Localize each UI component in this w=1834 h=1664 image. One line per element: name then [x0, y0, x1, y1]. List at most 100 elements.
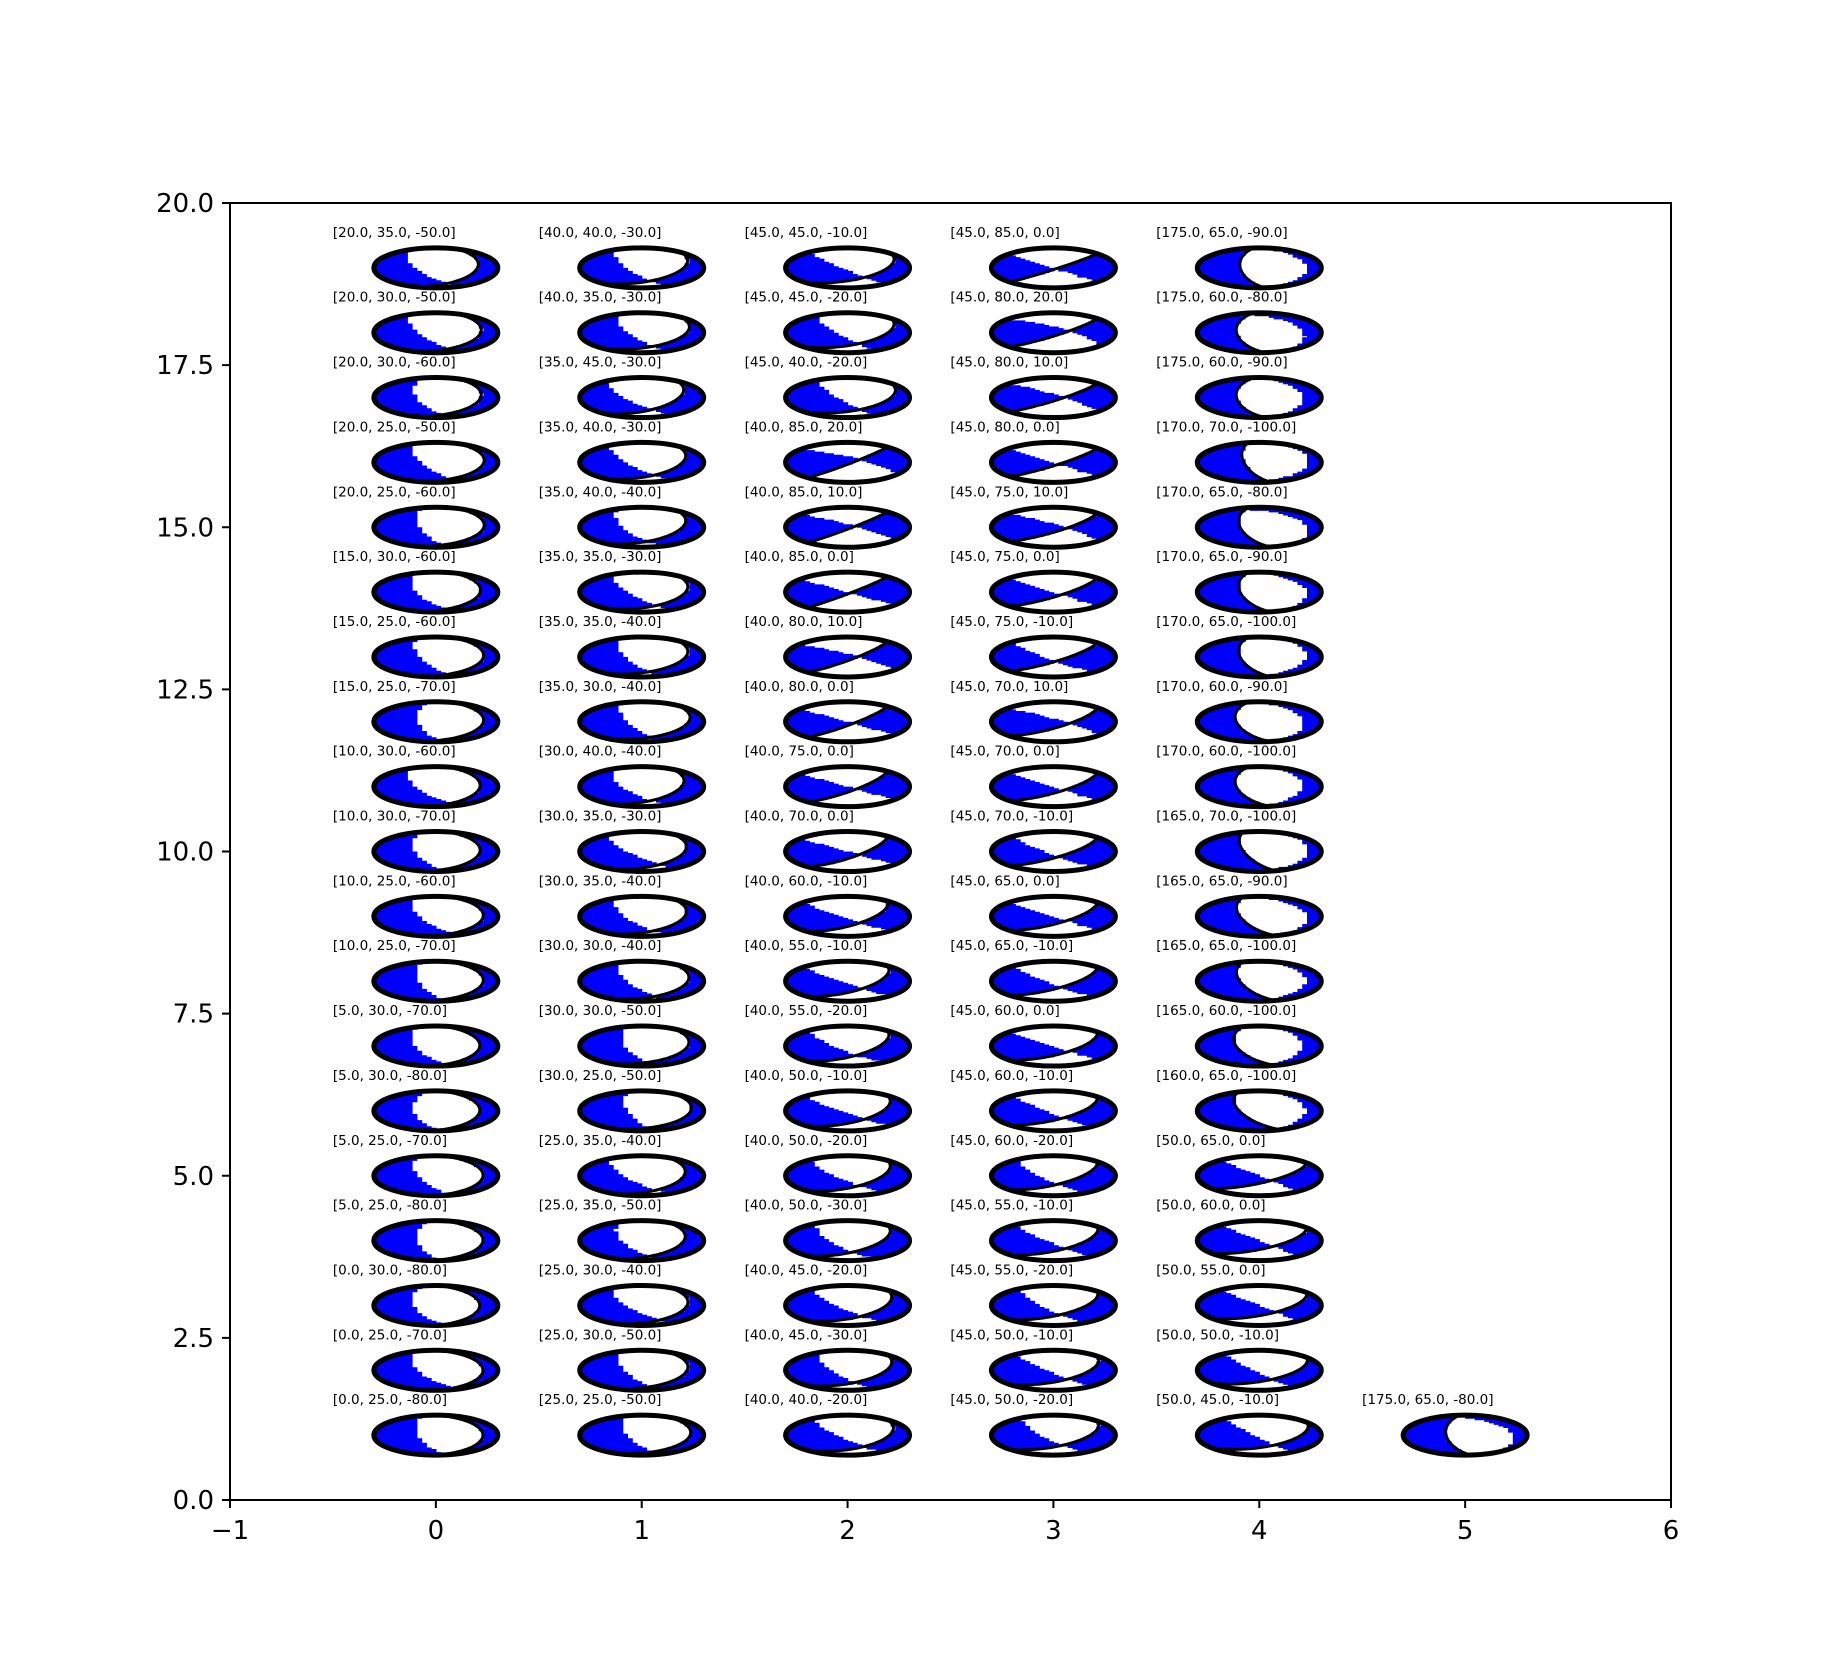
beachball-label: [30.0, 35.0, -30.0] [539, 809, 662, 825]
beachball-nodal-plane [606, 574, 690, 611]
beachball-nodal-plane [807, 1094, 892, 1128]
beachball-nodal-plane [1237, 636, 1271, 677]
beachball-label: [35.0, 35.0, -40.0] [539, 614, 662, 630]
beachball-label: [10.0, 30.0, -70.0] [333, 809, 456, 825]
beachball-compression-area [373, 377, 498, 418]
beachball-outline [783, 245, 913, 291]
beachball-nodal-plane [807, 705, 889, 739]
beachball-outline [988, 1347, 1118, 1393]
beachball-nodal-plane [425, 766, 482, 807]
beachball-compression-area [1197, 636, 1322, 677]
beachball-marker [577, 1282, 707, 1328]
beachball-compression-area [1197, 1026, 1322, 1067]
beachball-nodal-plane [1009, 641, 1099, 673]
beachball-label: [0.0, 25.0, -80.0] [333, 1392, 447, 1408]
beachball-label: [35.0, 35.0, -30.0] [539, 549, 662, 565]
beachball-marker [988, 958, 1118, 1004]
beachball-marker [371, 375, 501, 421]
beachball-outline [1400, 1412, 1530, 1458]
beachball-compression-area [1197, 701, 1322, 742]
beachball-outline [1194, 1218, 1324, 1264]
beachball-outline [577, 569, 707, 615]
beachball-label: [45.0, 75.0, -10.0] [950, 614, 1073, 630]
beachball-outline [577, 1088, 707, 1134]
beachball-nodal-plane [807, 1159, 892, 1193]
beachball-label: [35.0, 30.0, -40.0] [539, 679, 662, 695]
beachball-outline [371, 375, 501, 421]
beachball-nodal-plane [1009, 1290, 1100, 1322]
y-tick-label: 10.0 [156, 838, 214, 868]
beachball-compression-area [579, 769, 704, 805]
beachball-marker [1194, 764, 1324, 810]
beachball-label: [170.0, 65.0, -90.0] [1156, 549, 1287, 565]
beachball-nodal-plane [807, 640, 889, 674]
beachball-nodal-plane [1237, 831, 1276, 872]
beachball-marker [988, 829, 1118, 874]
beachball-marker [1194, 699, 1324, 745]
beachball-outline [577, 699, 707, 745]
beachball-outline [371, 699, 501, 745]
beachball-label: [45.0, 60.0, -10.0] [950, 1068, 1073, 1084]
beachball-label: [165.0, 65.0, -90.0] [1156, 873, 1287, 889]
beachball-nodal-plane [1009, 836, 1099, 868]
beachball-nodal-plane [807, 835, 889, 869]
beachball-label: [35.0, 45.0, -30.0] [539, 355, 662, 371]
beachball-outline [988, 310, 1118, 356]
beachball-compression-area [1197, 831, 1322, 872]
beachball-label: [45.0, 65.0, -10.0] [950, 938, 1073, 954]
beachball-compression-area [1197, 507, 1322, 548]
beachball-outline [577, 375, 707, 421]
beachball-marker [783, 375, 913, 421]
x-tick-label: 2 [839, 1516, 856, 1546]
beachball-marker [371, 1218, 501, 1264]
beachball-marker [988, 764, 1118, 810]
beachball-nodal-plane [1009, 771, 1099, 803]
beachball-label: [40.0, 60.0, -10.0] [745, 873, 868, 889]
beachball-compression-area [785, 965, 910, 998]
beachball-nodal-plane [807, 770, 889, 804]
beachball-label: [30.0, 35.0, -40.0] [539, 873, 662, 889]
beachball-compression-area [785, 315, 910, 351]
beachball-label: [45.0, 80.0, 10.0] [950, 355, 1068, 371]
beachball-marker [988, 310, 1118, 356]
beachball-marker [1194, 439, 1324, 485]
beachball-outline [577, 1218, 707, 1264]
beachball-marker [988, 1412, 1118, 1458]
beachball-outline [1194, 634, 1324, 680]
beachball-nodal-plane [807, 1418, 895, 1453]
beachball-nodal-plane [430, 1090, 482, 1131]
beachball-label: [45.0, 40.0, -20.0] [745, 355, 868, 371]
x-tick-label: 1 [633, 1516, 650, 1546]
beachball-marker [371, 1412, 501, 1458]
beachball-compression-area [785, 1160, 910, 1192]
beachball-marker [577, 439, 707, 485]
beachball-nodal-plane [601, 251, 690, 286]
y-tick-label: 17.5 [156, 351, 214, 381]
beachball-compression-area [579, 834, 704, 869]
beachball-label: [30.0, 30.0, -40.0] [539, 938, 662, 954]
beachball-outline [783, 1412, 913, 1458]
beachball-marker [783, 893, 913, 939]
beachball-compression-area [785, 1418, 910, 1453]
beachball-marker [988, 245, 1118, 291]
beachball-label: [45.0, 70.0, 10.0] [950, 679, 1068, 695]
beachball-label: [175.0, 60.0, -80.0] [1156, 290, 1287, 306]
beachball-nodal-plane [1211, 1421, 1310, 1451]
beachball-compression-area [785, 1223, 910, 1259]
beachball-compression-area [1197, 896, 1322, 937]
beachball-compression-area [991, 1032, 1116, 1061]
beachball-label: [10.0, 25.0, -70.0] [333, 938, 456, 954]
beachball-compression-area [373, 507, 498, 548]
beachball-marker [371, 245, 501, 291]
beachball-label: [25.0, 35.0, -40.0] [539, 1133, 662, 1149]
beachball-label: [45.0, 70.0, -10.0] [950, 809, 1073, 825]
beachball-outline [988, 245, 1118, 291]
beachball-nodal-plane [414, 312, 483, 353]
beachball-nodal-plane [615, 1350, 690, 1391]
beachball-marker [783, 1412, 913, 1458]
beachball-compression-area [1197, 572, 1322, 613]
beachball-label: [30.0, 25.0, -50.0] [539, 1068, 662, 1084]
beachball-marker [988, 634, 1118, 680]
beachball-label: [40.0, 75.0, 0.0] [745, 744, 854, 760]
